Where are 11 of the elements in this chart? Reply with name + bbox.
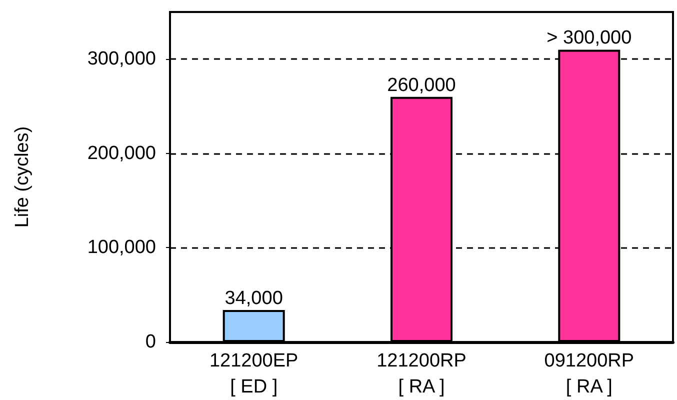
data-label: 34,000	[224, 288, 283, 309]
data-label: 260,000	[387, 74, 456, 96]
x-tick-label: 121200RP [ RA ]	[376, 350, 466, 398]
x-tick-label: 091200RP [ RA ]	[544, 350, 634, 398]
y-tick-label: 0	[145, 332, 156, 352]
y-tick-label: 100,000	[87, 237, 156, 258]
data-label: > 300,000	[546, 28, 632, 49]
y-axis-title: Life (cycles)	[12, 126, 33, 228]
y-tick-label: 200,000	[87, 142, 156, 164]
x-tick-label: 121200EP [ ED ]	[209, 350, 298, 398]
y-tick-label: 300,000	[87, 48, 156, 70]
